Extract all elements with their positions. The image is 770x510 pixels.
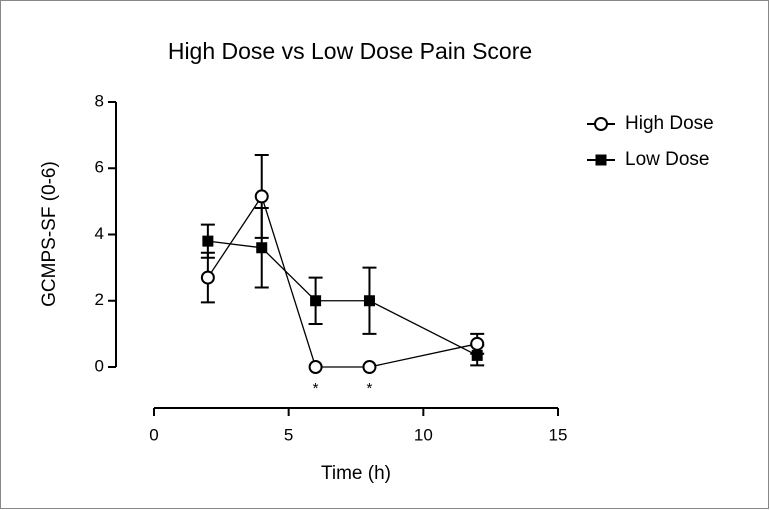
annotation: * [313,380,319,397]
x-tick-label: 15 [549,425,568,444]
x-tick-label: 0 [149,425,158,444]
annotation: * [367,380,373,397]
x-tick-label: 5 [284,425,293,444]
legend-marker [595,154,607,166]
data-point [471,349,483,361]
legend-label: High Dose [625,113,714,134]
data-point [202,235,214,247]
data-point [256,242,268,254]
data-point [363,295,375,307]
x-tick-label: 10 [414,425,433,444]
data-point [470,336,485,351]
data-point [362,360,377,374]
data-point [200,270,215,285]
y-tick-label: 4 [95,224,104,243]
x-axis-label: Time (h) [321,463,391,484]
y-tick-label: 8 [95,91,104,110]
legend-marker [594,117,608,131]
legend-label: Low Dose [625,149,710,170]
data-point [308,360,323,374]
chart-title: High Dose vs Low Dose Pain Score [168,38,532,64]
y-axis-label: GCMPS-SF (0-6) [39,161,60,307]
y-tick-label: 6 [95,158,104,177]
y-tick-label: 0 [95,356,104,375]
data-point [310,295,322,307]
data-point [254,189,269,204]
y-tick-label: 2 [95,290,104,309]
